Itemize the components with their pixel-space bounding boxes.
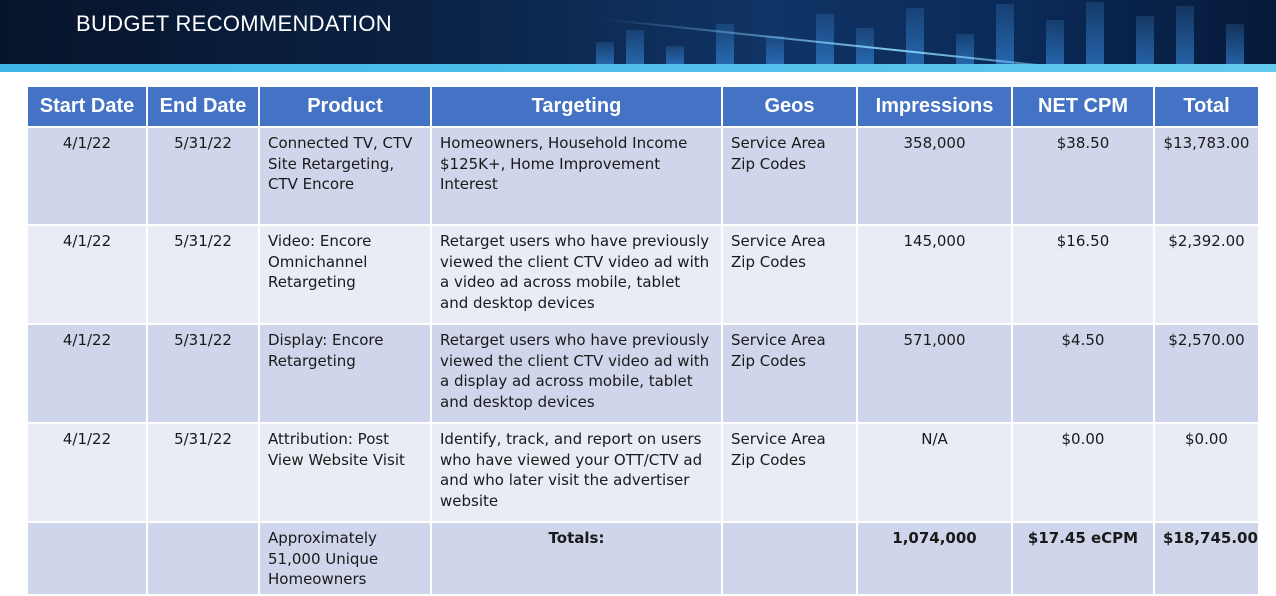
cell-total: $2,392.00	[1153, 224, 1260, 325]
column-header-net-cpm: NET CPM	[1011, 85, 1155, 128]
cell-geos: Service Area Zip Codes	[721, 224, 858, 325]
budget-table: Start Date End Date Product Targeting Ge…	[26, 85, 1260, 596]
cell-net-cpm: $4.50	[1011, 323, 1155, 424]
cell-product: Connected TV, CTV Site Retargeting, CTV …	[258, 126, 432, 226]
cell-total: $2,570.00	[1153, 323, 1260, 424]
header-banner: BUDGET RECOMMENDATION	[0, 0, 1276, 64]
cell-end-date: 5/31/22	[146, 126, 260, 226]
table-row: 4/1/22 5/31/22 Connected TV, CTV Site Re…	[26, 126, 1260, 226]
cell-targeting: Retarget users who have previously viewe…	[430, 323, 723, 424]
cell-start-date: 4/1/22	[26, 422, 148, 523]
cell-unique-homeowners: Approximately 51,000 Unique Homeowners	[258, 521, 432, 596]
banner-background-graphic	[556, 0, 1276, 64]
totals-label: Totals:	[430, 521, 723, 596]
cell-impressions: 571,000	[856, 323, 1013, 424]
cell-targeting: Identify, track, and report on users who…	[430, 422, 723, 523]
total-ecpm: $17.45 eCPM	[1011, 521, 1155, 596]
table-row: 4/1/22 5/31/22 Video: Encore Omnichannel…	[26, 224, 1260, 325]
cell-product: Attribution: Post View Website Visit	[258, 422, 432, 523]
column-header-product: Product	[258, 85, 432, 128]
cell-end-date: 5/31/22	[146, 323, 260, 424]
cell-net-cpm: $38.50	[1011, 126, 1155, 226]
cell-product: Display: Encore Retargeting	[258, 323, 432, 424]
column-header-end-date: End Date	[146, 85, 260, 128]
column-header-geos: Geos	[721, 85, 858, 128]
header-accent-bar	[0, 64, 1276, 72]
cell-impressions: N/A	[856, 422, 1013, 523]
cell-geos: Service Area Zip Codes	[721, 422, 858, 523]
total-impressions: 1,074,000	[856, 521, 1013, 596]
cell-total: $13,783.00	[1153, 126, 1260, 226]
cell-impressions: 358,000	[856, 126, 1013, 226]
table-row: 4/1/22 5/31/22 Attribution: Post View We…	[26, 422, 1260, 523]
cell-start-date: 4/1/22	[26, 323, 148, 424]
cell-start-date: 4/1/22	[26, 224, 148, 325]
column-header-targeting: Targeting	[430, 85, 723, 128]
cell-impressions: 145,000	[856, 224, 1013, 325]
cell-start-date: 4/1/22	[26, 126, 148, 226]
cell-product: Video: Encore Omnichannel Retargeting	[258, 224, 432, 325]
cell-empty	[146, 521, 260, 596]
cell-targeting: Retarget users who have previously viewe…	[430, 224, 723, 325]
cell-targeting: Homeowners, Household Income $125K+, Hom…	[430, 126, 723, 226]
table-header-row: Start Date End Date Product Targeting Ge…	[26, 85, 1260, 128]
cell-total: $0.00	[1153, 422, 1260, 523]
column-header-impressions: Impressions	[856, 85, 1013, 128]
cell-empty	[721, 521, 858, 596]
cell-end-date: 5/31/22	[146, 224, 260, 325]
grand-total: $18,745.00	[1153, 521, 1260, 596]
cell-net-cpm: $16.50	[1011, 224, 1155, 325]
page-title: BUDGET RECOMMENDATION	[76, 11, 392, 36]
cell-geos: Service Area Zip Codes	[721, 323, 858, 424]
totals-row: Approximately 51,000 Unique Homeowners T…	[26, 521, 1260, 596]
cell-net-cpm: $0.00	[1011, 422, 1155, 523]
cell-end-date: 5/31/22	[146, 422, 260, 523]
table-row: 4/1/22 5/31/22 Display: Encore Retargeti…	[26, 323, 1260, 424]
column-header-start-date: Start Date	[26, 85, 148, 128]
cell-geos: Service Area Zip Codes	[721, 126, 858, 226]
cell-empty	[26, 521, 148, 596]
column-header-total: Total	[1153, 85, 1260, 128]
